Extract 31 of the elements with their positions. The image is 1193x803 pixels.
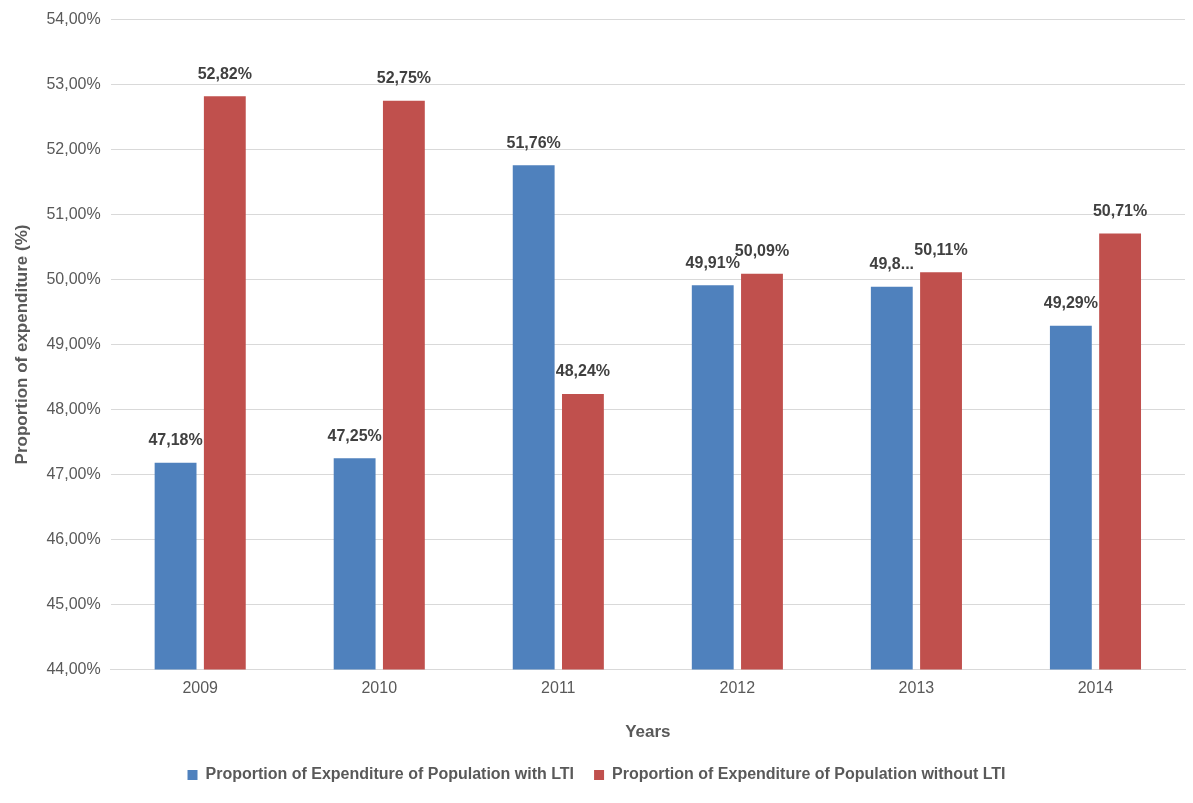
y-tick-label: 44,00%	[46, 659, 101, 677]
x-tick-label: 2012	[719, 679, 756, 697]
data-label: 52,75%	[376, 69, 431, 87]
y-tick-label: 50,00%	[46, 269, 101, 287]
data-label: 49,29%	[1043, 294, 1098, 312]
y-tick-label: 48,00%	[46, 399, 101, 417]
y-tick-label: 52,00%	[46, 139, 101, 157]
y-tick-label: 51,00%	[46, 204, 101, 222]
data-label: 47,25%	[327, 426, 382, 444]
data-label: 52,82%	[197, 64, 252, 82]
y-tick-label: 49,00%	[46, 334, 101, 352]
legend-label: Proportion of Expenditure of Population without LTI	[612, 765, 1006, 783]
data-label: 47,18%	[148, 431, 203, 449]
y-tick-label: 53,00%	[46, 74, 101, 92]
x-tick-label: 2009	[182, 679, 219, 697]
x-tick-label: 2014	[1077, 679, 1114, 697]
data-label: 49,8...	[869, 255, 915, 273]
x-tick-label: 2010	[361, 679, 398, 697]
data-label: 48,24%	[555, 362, 611, 380]
y-tick-label: 47,00%	[46, 464, 101, 482]
x-axis-title: Years	[625, 722, 671, 742]
data-label: 51,76%	[506, 133, 561, 151]
legend-label: Proportion of Expenditure of Population with LTI	[205, 765, 575, 783]
x-tick-label: 2013	[898, 679, 935, 697]
y-tick-label: 46,00%	[46, 529, 101, 547]
y-tick-label: 45,00%	[46, 594, 101, 612]
x-tick-label: 2011	[541, 679, 576, 697]
data-label: 50,11%	[914, 240, 968, 258]
y-axis-title: Proportion of expenditure (%)	[11, 224, 31, 465]
data-label: 50,71%	[1092, 201, 1148, 219]
y-tick-label: 54,00%	[46, 10, 101, 28]
